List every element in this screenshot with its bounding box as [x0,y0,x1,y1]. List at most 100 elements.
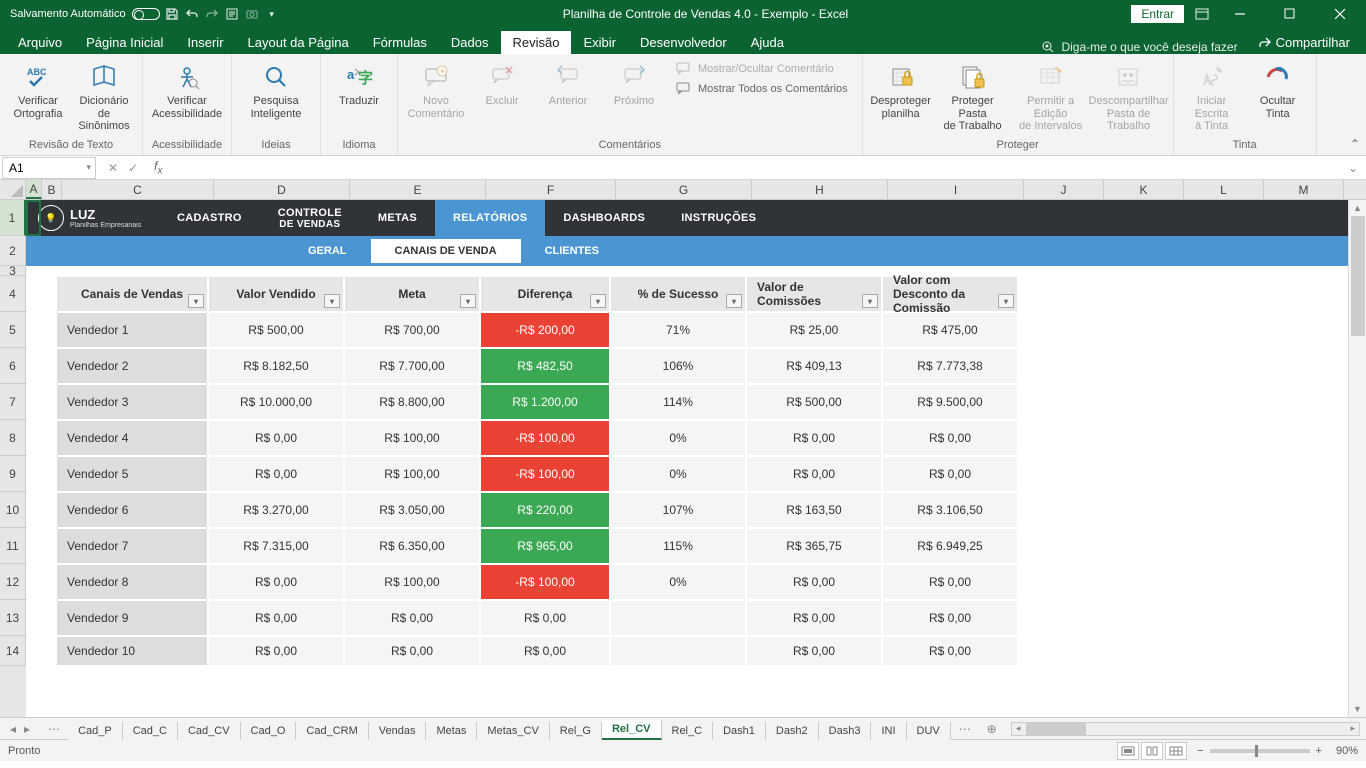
table-cell[interactable]: Vendedor 9 [56,600,208,636]
table-cell[interactable]: Vendedor 6 [56,492,208,528]
nav-tab-controle[interactable]: CONTROLEDE VENDAS [260,200,360,236]
nav-tab-relatórios[interactable]: RELATÓRIOS [435,200,545,236]
table-cell[interactable]: R$ 3.270,00 [208,492,344,528]
sheet-tab-duv[interactable]: DUV [907,722,951,740]
scroll-up-icon[interactable]: ▲ [1349,200,1366,216]
sheet-tab-rel_cv[interactable]: Rel_CV [602,720,662,740]
table-cell[interactable]: -R$ 100,00 [480,420,610,456]
row-header-11[interactable]: 11 [0,528,26,564]
expand-formula-bar-icon[interactable]: ⌄ [1340,161,1366,175]
menu-tab-layout-da-página[interactable]: Layout da Página [236,31,361,54]
filter-icon[interactable]: ▾ [862,294,878,308]
filter-icon[interactable]: ▾ [998,294,1014,308]
table-cell[interactable]: 0% [610,456,746,492]
camera-icon[interactable] [244,6,260,22]
table-cell[interactable] [610,600,746,636]
table-cell[interactable]: 114% [610,384,746,420]
sheet-tab-rel_c[interactable]: Rel_C [662,722,714,740]
qat-more-icon[interactable]: ▾ [264,6,280,22]
page-break-view-button[interactable] [1165,742,1187,760]
menu-tab-página-inicial[interactable]: Página Inicial [74,31,175,54]
subnav-tab-clientes[interactable]: CLIENTES [521,239,623,263]
nav-tab-dashboards[interactable]: DASHBOARDS [545,200,663,236]
table-cell[interactable]: R$ 0,00 [208,564,344,600]
column-header-E[interactable]: E [350,180,486,199]
table-cell[interactable]: R$ 3.106,50 [882,492,1018,528]
subnav-tab-geral[interactable]: GERAL [284,239,371,263]
table-cell[interactable]: Vendedor 5 [56,456,208,492]
nav-tab-cadastro[interactable]: CADASTRO [159,200,260,236]
column-header-G[interactable]: G [616,180,752,199]
column-header-A[interactable]: A [26,180,42,199]
table-cell[interactable]: 107% [610,492,746,528]
normal-view-button[interactable] [1117,742,1139,760]
table-cell[interactable]: Vendedor 2 [56,348,208,384]
table-cell[interactable]: -R$ 100,00 [480,456,610,492]
ribbon-btn-verificar[interactable]: ABCVerificarOrtografia [6,58,70,123]
table-cell[interactable]: R$ 0,00 [882,636,1018,666]
sheet-tab-cad_cv[interactable]: Cad_CV [178,722,241,740]
table-cell[interactable]: R$ 0,00 [746,420,882,456]
table-cell[interactable]: R$ 25,00 [746,312,882,348]
collapse-ribbon-icon[interactable]: ⌃ [1350,137,1360,151]
sheet-nav-next-icon[interactable]: ▸ [24,722,30,736]
table-cell[interactable]: Vendedor 3 [56,384,208,420]
table-cell[interactable]: R$ 0,00 [882,564,1018,600]
sheet-tab-dash2[interactable]: Dash2 [766,722,819,740]
sheet-tab-dash3[interactable]: Dash3 [819,722,872,740]
minimize-button[interactable] [1220,0,1260,28]
sheet-tab-metas[interactable]: Metas [426,722,477,740]
row-header-10[interactable]: 10 [0,492,26,528]
sheet-nav-prev-icon[interactable]: ◂ [10,722,16,736]
autosave-toggle[interactable]: Salvamento Automático [10,8,160,20]
menu-tab-inserir[interactable]: Inserir [175,31,235,54]
column-header-C[interactable]: C [62,180,214,199]
table-cell[interactable]: R$ 965,00 [480,528,610,564]
form-icon[interactable] [224,6,240,22]
filter-icon[interactable]: ▾ [460,294,476,308]
table-cell[interactable]: R$ 9.500,00 [882,384,1018,420]
table-cell[interactable]: R$ 1.200,00 [480,384,610,420]
zoom-slider[interactable] [1210,749,1310,753]
scroll-thumb[interactable] [1351,216,1365,336]
column-header-H[interactable]: H [752,180,888,199]
table-cell[interactable]: R$ 0,00 [746,600,882,636]
ribbon-btn-dicionário-de[interactable]: Dicionário deSinônimos [72,58,136,136]
table-cell[interactable]: R$ 0,00 [882,420,1018,456]
column-header-B[interactable]: B [42,180,62,199]
table-cell[interactable]: R$ 0,00 [208,636,344,666]
zoom-in-button[interactable]: + [1316,745,1322,757]
redo-icon[interactable] [204,6,220,22]
table-cell[interactable]: R$ 365,75 [746,528,882,564]
scroll-down-icon[interactable]: ▼ [1349,701,1366,717]
table-cell[interactable]: R$ 0,00 [882,600,1018,636]
menu-tab-dados[interactable]: Dados [439,31,501,54]
save-icon[interactable] [164,6,180,22]
formula-input[interactable] [168,157,1339,179]
table-cell[interactable]: -R$ 100,00 [480,564,610,600]
table-cell[interactable]: R$ 100,00 [344,420,480,456]
table-cell[interactable]: 71% [610,312,746,348]
row-header-5[interactable]: 5 [0,312,26,348]
table-cell[interactable]: R$ 475,00 [882,312,1018,348]
sheet-overflow-icon[interactable]: ⋯ [951,722,979,736]
menu-tab-desenvolvedor[interactable]: Desenvolvedor [628,31,739,54]
cancel-formula-icon[interactable]: ✕ [108,161,118,175]
table-cell[interactable]: R$ 0,00 [208,456,344,492]
sheet-tab-metas_cv[interactable]: Metas_CV [477,722,549,740]
share-button[interactable]: Compartilhar [1248,31,1360,54]
sheet-tab-rel_g[interactable]: Rel_G [550,722,602,740]
sheet-tab-cad_crm[interactable]: Cad_CRM [296,722,368,740]
hscroll-thumb[interactable] [1026,723,1086,735]
undo-icon[interactable] [184,6,200,22]
table-cell[interactable]: R$ 0,00 [746,564,882,600]
menu-tab-arquivo[interactable]: Arquivo [6,31,74,54]
table-cell[interactable]: R$ 7.700,00 [344,348,480,384]
sheet-tab-vendas[interactable]: Vendas [369,722,427,740]
row-header-13[interactable]: 13 [0,600,26,636]
tell-me-search[interactable]: Diga-me o que você deseja fazer [1031,40,1247,54]
table-cell[interactable]: R$ 6.350,00 [344,528,480,564]
hscroll-left-icon[interactable]: ◂ [1012,723,1025,734]
sheet-more-icon[interactable]: ⋯ [40,722,68,736]
ribbon-btn-verificar[interactable]: VerificarAcessibilidade [149,58,225,123]
